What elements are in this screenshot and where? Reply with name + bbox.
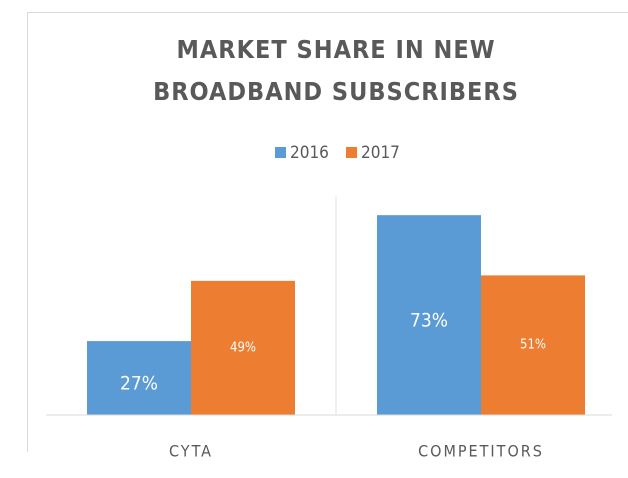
chart-title: MARKET SHARE IN NEW [176,35,495,64]
data-label: 27% [120,373,158,395]
bar [87,341,191,415]
chart-title: BROADBAND SUBSCRIBERS [153,77,519,106]
data-label: 51% [520,338,546,353]
bar [377,215,481,415]
bar [481,275,585,415]
legend-swatch [275,147,286,158]
bar [191,280,295,415]
legend-label: 2016 [290,143,329,163]
data-label: 49% [230,340,256,355]
x-tick-label: COMPETITORS [418,442,544,461]
legend-swatch [346,147,357,158]
legend-label: 2017 [361,143,400,163]
x-tick-label: CYTA [169,442,213,461]
data-label: 73% [410,310,448,332]
